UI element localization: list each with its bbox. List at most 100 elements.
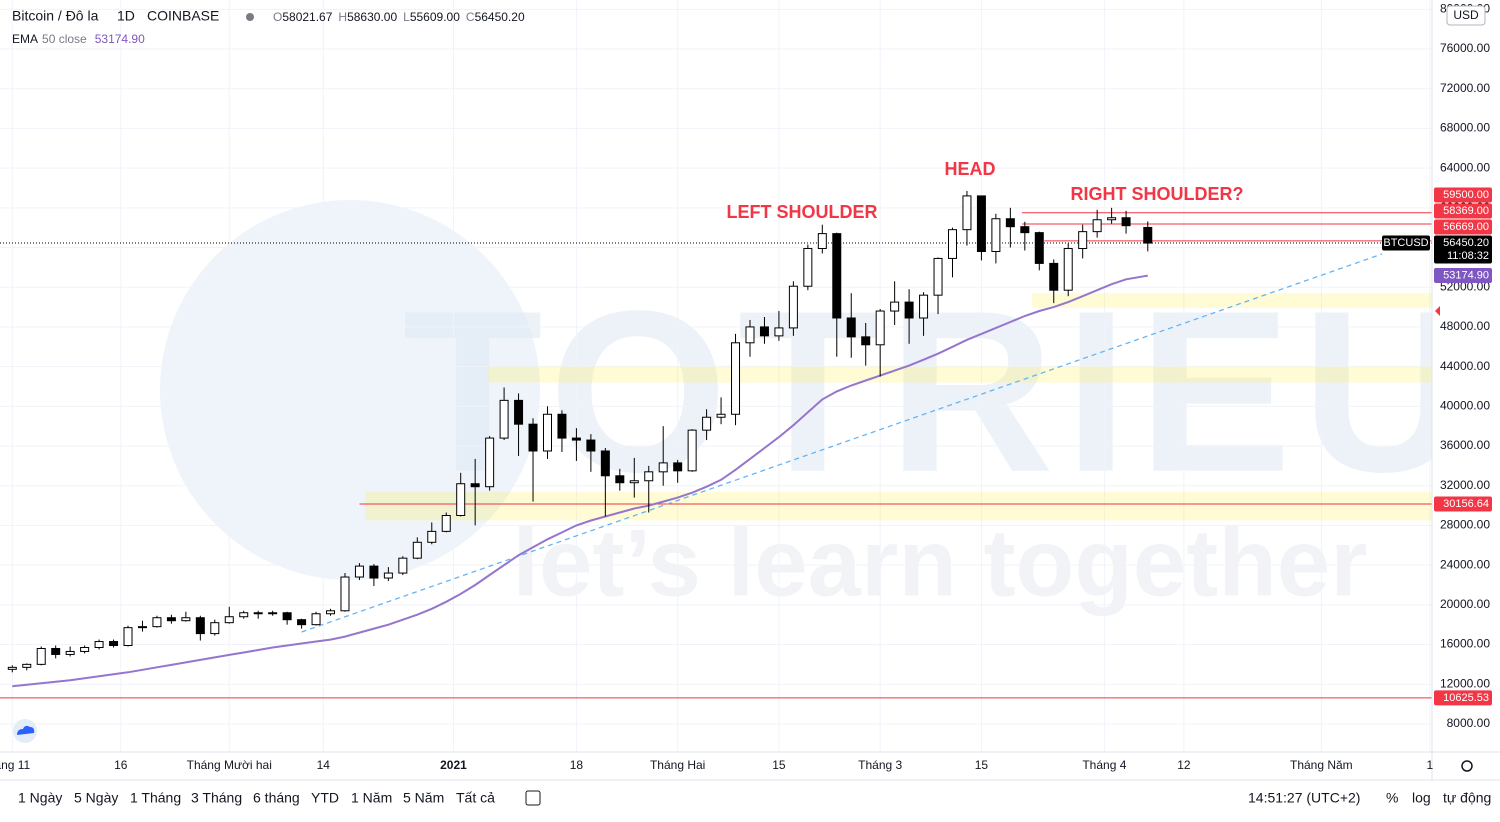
candle-body [282,612,292,621]
indicator-value: 53174.90 [95,32,145,46]
candle-body [687,429,697,472]
y-tick-label: 32000.00 [1440,478,1490,492]
ohlc-label: H [338,10,347,24]
candle-body [919,294,929,319]
symbol-tag [1382,235,1430,251]
candle-body [890,301,900,312]
annotation: RIGHT SHOULDER? [1071,184,1244,204]
candle-body [311,613,321,626]
date-range-icon[interactable] [525,790,541,806]
scale-option[interactable]: log [1412,790,1431,806]
x-tick-label: Tháng 4 [1082,758,1126,772]
range-button[interactable]: 1 Năm [351,790,392,806]
candle-body [586,439,596,452]
candle-body [644,471,654,482]
candle-body [571,437,581,441]
x-tick-label: 15 [772,758,786,772]
candle-body [456,483,466,516]
candle-body [716,413,726,418]
symbol: Bitcoin / Đô la [12,8,99,24]
candle-body [485,437,495,488]
candle-body [861,336,871,346]
candle-body [629,480,639,484]
candle-body [499,399,509,439]
scale-option[interactable]: % [1386,790,1398,806]
candle-body [1005,218,1015,228]
y-tick-label: 64000.00 [1440,160,1490,174]
candle-body [268,612,278,615]
x-tick-label: Tháng Mười hai [187,758,272,772]
indicator-name: EMA [12,32,38,46]
toolbar: 1 Ngày 5 Ngày 1 Tháng 3 Tháng 6 tháng YTD 1 Nă… [18,790,1491,806]
candle-body [441,514,451,532]
y-tick-label: 72000.00 [1440,81,1490,95]
y-tick-label: 68000.00 [1440,121,1490,135]
x-tick-label: Tháng Năm [1290,758,1353,772]
candle-body [803,248,813,287]
x-tick-label: 16 [114,758,128,772]
candle-body [195,617,205,635]
price-tag [1434,496,1492,512]
candle-body [369,565,379,579]
status-dot [246,13,254,21]
ohlc-legend: O58021.67 H58630.00 L55609.00 C56450.20 [273,10,525,24]
price-tag [1434,235,1492,264]
candle-body [354,565,364,578]
candle-body [326,610,336,615]
range-button[interactable]: YTD [311,790,339,806]
range-button[interactable]: 6 tháng [253,790,300,806]
candle-body [1092,219,1102,233]
support-zone [488,366,1432,383]
candle-body [181,617,191,622]
candle-body [470,483,480,488]
range-button[interactable]: 5 Năm [403,790,444,806]
candle-body [528,423,538,452]
candle-body [1049,262,1059,291]
candle-body [1143,226,1153,244]
currency-box[interactable] [1446,5,1486,26]
watermark-slogan: let’s learn together [512,509,1367,616]
range-button[interactable]: 3 Tháng [191,790,242,806]
candle-body [166,617,176,622]
x-tick-label: 15 [975,758,989,772]
candle-body [398,557,408,574]
candle-body [514,399,524,425]
currency[interactable]: USD [1453,8,1479,22]
interval: 1D [117,8,135,24]
x-tick-label: 14 [317,758,331,772]
clock: 14:51:27 (UTC+2) [1248,790,1360,806]
candle-body [22,663,32,668]
candle-body [962,195,972,231]
candle-body [239,612,249,618]
logo-cloud [17,725,35,735]
range-button[interactable]: 1 Tháng [130,790,181,806]
axis: 8000.00 12000.00 16000.00 20000.00 24000.00 2… [0,2,1492,772]
range-button[interactable]: Tất cả [456,790,495,806]
y-tick-label: 40000.00 [1440,398,1490,412]
price-tag [1434,268,1492,284]
price-tag [1434,187,1492,203]
range-button[interactable]: 1 Ngày [18,790,62,806]
candle-body [1020,226,1030,234]
candle-body [745,326,755,344]
y-tick-label: 16000.00 [1440,637,1490,651]
price-tag-label: 59500.00 [1443,189,1489,201]
x-tick-label: 2021 [440,758,467,772]
settings-icon[interactable] [1461,760,1473,772]
y-tick-label: 44000.00 [1440,359,1490,373]
price-tag-label: 30156.64 [1443,498,1489,510]
range-button[interactable]: 5 Ngày [74,790,118,806]
candle-body [832,233,842,319]
trendline [301,253,1383,633]
candle-body [600,450,610,477]
candle-body [224,616,234,624]
y-tick-label: 76000.00 [1440,41,1490,55]
candle-body [1107,217,1117,221]
price-tag-label: 10625.53 [1443,692,1489,704]
y-tick-label: 12000.00 [1440,676,1490,690]
candle-body [759,326,769,337]
scale-option[interactable]: tự động [1443,790,1491,806]
y-tick-label: 20000.00 [1440,597,1490,611]
candle-body [123,627,133,647]
